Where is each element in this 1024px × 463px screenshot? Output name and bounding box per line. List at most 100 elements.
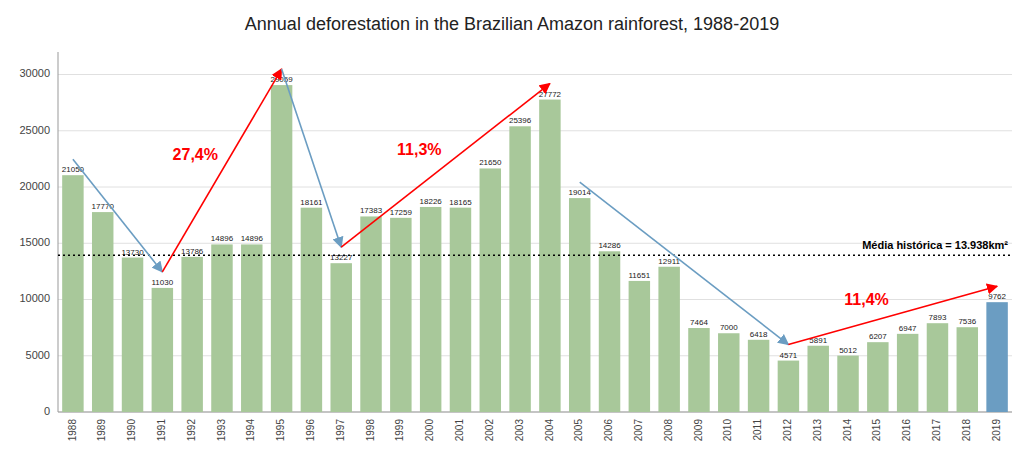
x-tick-label: 1997 xyxy=(335,419,346,442)
bar xyxy=(927,323,948,412)
data-label: 11651 xyxy=(629,271,651,280)
data-label: 17383 xyxy=(360,206,383,215)
x-tick-label: 2000 xyxy=(424,419,435,442)
mean-line xyxy=(58,254,1012,256)
bar xyxy=(450,208,471,412)
x-tick-labels: 1988 1989 1990 1991 1992 1993 1994 1995 1996 1997… xyxy=(67,419,1002,442)
data-label: 27772 xyxy=(539,90,562,99)
x-tick-label: 2009 xyxy=(693,419,704,442)
annotation-label: 11,3% xyxy=(397,141,441,158)
title: Annual deforestation in the Brazilian Am… xyxy=(245,14,779,34)
bar xyxy=(897,334,918,412)
grid-line xyxy=(58,187,1012,188)
x-tick-label: 1994 xyxy=(245,419,256,442)
bar xyxy=(629,281,650,412)
x-tick-label: 2010 xyxy=(722,419,733,442)
bar xyxy=(807,346,828,412)
annotation-label: 11,4% xyxy=(844,291,888,308)
annotation-arrow xyxy=(788,286,997,344)
bar xyxy=(241,244,262,412)
bar xyxy=(569,198,590,412)
x-tick-label: 2019 xyxy=(991,419,1002,442)
mean-label: Média histórica = 13.938km² xyxy=(862,239,1008,251)
y-tick-label: 0 xyxy=(44,405,50,417)
bar xyxy=(837,356,858,412)
x-tick-label: 2002 xyxy=(484,419,495,442)
data-label: 18161 xyxy=(300,198,323,207)
data-label: 18165 xyxy=(449,198,472,207)
bar xyxy=(986,302,1007,412)
x-tick-label: 2011 xyxy=(752,419,763,441)
x-tick-label: 1996 xyxy=(305,419,316,442)
data-label: 14896 xyxy=(211,234,234,243)
data-label: 25396 xyxy=(509,116,532,125)
bar xyxy=(599,251,620,412)
x-tick-label: 2005 xyxy=(573,419,584,442)
bar xyxy=(390,218,411,412)
bar xyxy=(360,216,381,412)
bar xyxy=(330,263,351,412)
data-label: 18226 xyxy=(420,197,443,206)
data-label: 21650 xyxy=(479,158,502,167)
y-tick-label: 10000 xyxy=(19,292,50,304)
annotation-arrow xyxy=(162,69,281,272)
x-tick-label: 2007 xyxy=(633,419,644,442)
x-tick-label: 2017 xyxy=(931,419,942,442)
data-labels: 2105017770137301103013786148961489629059… xyxy=(62,75,1007,359)
y-tick-label: 20000 xyxy=(19,180,50,192)
data-label: 4571 xyxy=(780,351,798,360)
x-tick-label: 2003 xyxy=(514,419,525,442)
x-tick-label: 2013 xyxy=(812,419,823,442)
x-tick-label: 2001 xyxy=(454,419,465,442)
y-axis-line xyxy=(58,52,59,412)
data-label: 7893 xyxy=(929,313,947,322)
bar xyxy=(509,126,530,412)
x-tick-label: 1988 xyxy=(67,419,78,442)
bar xyxy=(92,212,113,412)
data-label: 6418 xyxy=(750,330,768,339)
grid-line xyxy=(58,74,1012,75)
x-tick-label: 1989 xyxy=(96,419,107,442)
annotation-label: 27,4% xyxy=(173,146,218,163)
bar xyxy=(420,207,441,412)
data-label: 7000 xyxy=(720,323,738,332)
data-label: 14286 xyxy=(598,241,621,250)
x-tick-label: 1999 xyxy=(394,419,405,442)
bar xyxy=(181,257,202,412)
bar xyxy=(62,175,83,412)
bar xyxy=(867,342,888,412)
page: {"chart_data": { "type": "bar", "title":… xyxy=(0,0,1024,463)
data-label: 14896 xyxy=(241,234,264,243)
x-tick-label: 1990 xyxy=(126,419,137,442)
x-tick-label: 2006 xyxy=(603,419,614,442)
y-tick-label: 5000 xyxy=(26,349,50,361)
bars xyxy=(62,85,1008,412)
annotation-arrow xyxy=(341,84,550,248)
bar xyxy=(122,258,143,412)
x-tick-label: 2015 xyxy=(871,419,882,442)
data-label: 17259 xyxy=(390,208,413,217)
x-tick-label: 1993 xyxy=(216,419,227,442)
bar xyxy=(211,244,232,412)
data-label: 5012 xyxy=(839,346,857,355)
x-tick-label: 2014 xyxy=(842,419,853,442)
x-tick-label: 1991 xyxy=(156,419,167,442)
data-label: 6207 xyxy=(869,332,887,341)
annotation-arrow xyxy=(73,159,162,272)
x-tick-label: 1998 xyxy=(365,419,376,442)
bar xyxy=(301,208,322,412)
grid: 050001000015000200002500030000 xyxy=(19,67,1012,417)
bar xyxy=(957,327,978,412)
bar xyxy=(688,328,709,412)
annotations: 27,4% 11,3% 11,4% xyxy=(73,69,997,344)
y-tick-label: 30000 xyxy=(19,67,50,79)
x-tick-label: 2018 xyxy=(961,419,972,442)
x-tick-label: 2012 xyxy=(782,419,793,442)
y-tick-label: 15000 xyxy=(19,236,50,248)
x-tick-label: 2016 xyxy=(901,419,912,442)
x-tick-label: 1992 xyxy=(186,419,197,442)
grid-line xyxy=(58,130,1012,131)
x-tick-label: 1995 xyxy=(275,419,286,442)
data-label: 5891 xyxy=(809,336,827,345)
bar xyxy=(152,288,173,412)
